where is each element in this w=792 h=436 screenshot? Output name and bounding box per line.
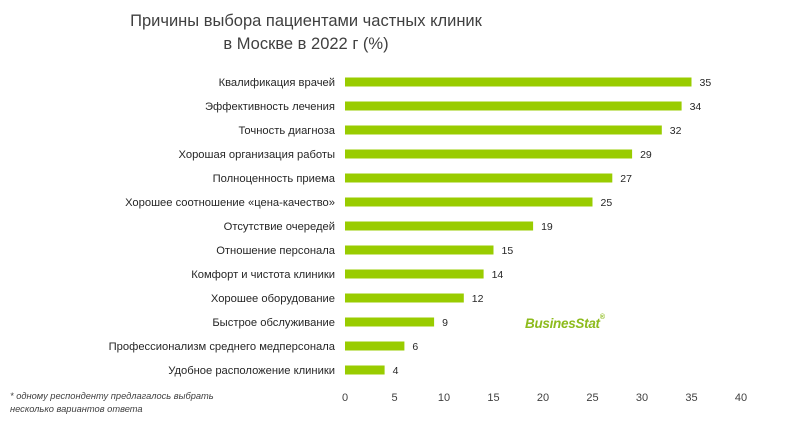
bar (345, 269, 484, 279)
data-label: 32 (670, 125, 682, 137)
bar (345, 341, 405, 351)
data-label: 19 (541, 221, 553, 233)
footnote: * одному респонденту предлагалось выбрат… (10, 390, 214, 416)
category-label: Комфорт и чистота клиники (191, 269, 335, 281)
bar (345, 77, 692, 87)
category-label: Квалификация врачей (219, 77, 335, 89)
x-tick-label: 15 (487, 392, 499, 404)
bar (345, 101, 682, 111)
footnote-line-2: несколько вариантов ответа (10, 404, 143, 414)
category-label: Хорошее соотношение «цена-качество» (125, 197, 335, 209)
category-label: Быстрое обслуживание (212, 317, 335, 329)
x-tick-label: 0 (342, 392, 348, 404)
chart-title: Причины выбора пациентами частных клиник… (0, 10, 612, 56)
x-tick-label: 35 (685, 392, 697, 404)
x-tick-label: 25 (586, 392, 598, 404)
category-label: Профессионализм среднего медперсонала (109, 341, 336, 353)
x-tick-label: 10 (438, 392, 450, 404)
chart-title-line-1: Причины выбора пациентами частных клиник (130, 12, 482, 30)
category-label: Точность диагноза (238, 125, 335, 137)
data-label: 14 (492, 269, 504, 281)
data-label: 29 (640, 149, 652, 161)
data-label: 35 (700, 77, 712, 89)
businesstat-logo: BusinesStat® (525, 314, 605, 331)
x-tick-label: 5 (391, 392, 397, 404)
category-label: Эффективность лечения (205, 101, 335, 113)
registered-mark: ® (599, 314, 605, 321)
x-tick-label: 20 (537, 392, 549, 404)
data-label: 12 (472, 293, 484, 305)
data-label: 25 (601, 197, 613, 209)
bar (345, 317, 435, 327)
data-label: 27 (620, 173, 632, 185)
data-label: 6 (412, 341, 418, 353)
data-label: 9 (442, 317, 448, 329)
bar (345, 221, 534, 231)
bar (345, 125, 662, 135)
bar (345, 245, 494, 255)
bar (345, 149, 633, 159)
data-label: 4 (393, 365, 399, 377)
x-tick-label: 30 (636, 392, 648, 404)
category-label: Отношение персонала (216, 245, 336, 257)
category-label: Удобное расположение клиники (168, 365, 335, 377)
bar (345, 365, 385, 375)
category-label: Отсутствие очередей (224, 221, 335, 233)
footnote-line-1: * одному респонденту предлагалось выбрат… (10, 391, 214, 401)
logo-text: BusinesStat (525, 316, 600, 331)
category-label: Хорошее оборудование (211, 293, 335, 305)
data-label: 15 (502, 245, 514, 257)
x-tick-label: 40 (735, 392, 747, 404)
bar (345, 293, 464, 303)
chart-title-line-2: в Москве в 2022 г (%) (223, 35, 389, 53)
category-label: Полноценность приема (213, 173, 336, 185)
bar (345, 197, 593, 207)
data-label: 34 (690, 101, 702, 113)
bar (345, 173, 613, 183)
category-label: Хорошая организация работы (179, 149, 335, 161)
